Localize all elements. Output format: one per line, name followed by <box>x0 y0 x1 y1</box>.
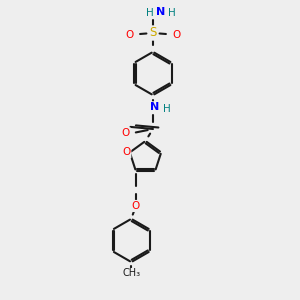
Text: H: H <box>146 8 153 19</box>
Text: H: H <box>163 103 170 114</box>
Text: N: N <box>156 7 165 17</box>
Text: N: N <box>150 102 159 112</box>
Text: S: S <box>149 26 157 40</box>
Text: O: O <box>132 201 140 211</box>
Text: O: O <box>126 29 134 40</box>
Text: CH₃: CH₃ <box>122 268 140 278</box>
Text: O: O <box>172 29 180 40</box>
Text: H: H <box>168 8 176 19</box>
Text: O: O <box>122 128 130 139</box>
Text: O: O <box>122 147 130 158</box>
